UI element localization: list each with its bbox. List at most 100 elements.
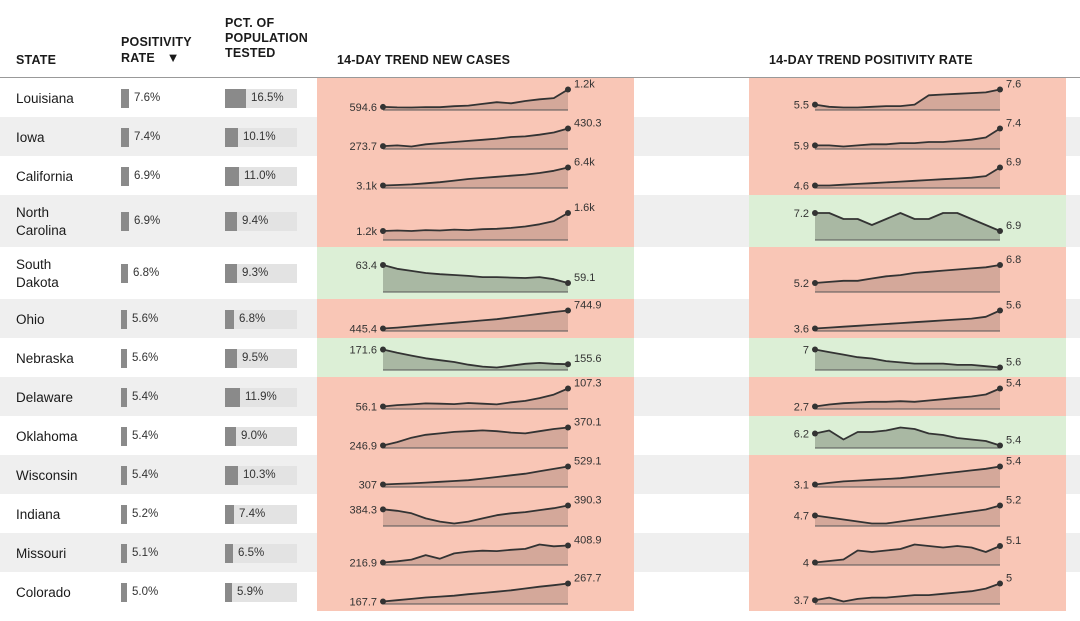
sort-arrow-icon[interactable]: ▼	[166, 50, 180, 65]
cases-end-label: 6.4k	[574, 157, 595, 169]
positivity-value: 5.2%	[132, 507, 159, 520]
cases-start-dot	[380, 228, 386, 234]
positivity-trend-cell: 4.6 6.9	[749, 156, 1066, 195]
tested-bar-fill	[225, 348, 237, 368]
header-state[interactable]: STATE	[16, 53, 57, 67]
pos-start-dot	[812, 430, 818, 437]
cases-area	[383, 427, 568, 448]
cases-start-dot	[380, 481, 386, 488]
state-name: Louisiana	[16, 90, 74, 108]
pos-end-dot	[997, 463, 1003, 470]
header-positivity-rate[interactable]: POSITIVITY RATE ▼	[121, 35, 192, 66]
cases-trend-line	[382, 504, 569, 525]
pos-end-label: 5.2	[1006, 495, 1021, 507]
table-row[interactable]: North Carolina 6.9% 9.4% 1.2k 1.6k 7.2 6.9	[0, 195, 1080, 247]
state-name-line: South	[16, 257, 52, 272]
cases-start-dot	[380, 346, 386, 353]
cases-trend-line	[382, 543, 569, 564]
tested-bar: 16.5%	[225, 88, 297, 108]
state-name-line: Carolina	[16, 223, 67, 238]
pos-sparkline: 2.7 5.4	[794, 378, 1022, 414]
table-row[interactable]: Nebraska 5.6% 9.5% 171.6 155.6 7 5.6	[0, 338, 1080, 377]
cases-start-label: 167.7	[349, 597, 377, 609]
pos-end-label: 6.9	[1006, 220, 1021, 232]
table-row[interactable]: South Dakota 6.8% 9.3% 63.4 59.1 5.2 6.8	[0, 247, 1080, 299]
cases-sparkline: 3.1k 6.4k	[356, 157, 595, 193]
tested-bar: 7.4%	[225, 504, 297, 524]
cases-end-label: 267.7	[574, 573, 602, 585]
positivity-trend-cell: 3.7 5	[749, 572, 1066, 611]
table-row[interactable]: Missouri 5.1% 6.5% 216.9 408.9 4 5.1	[0, 533, 1080, 572]
pos-start-label: 3.6	[794, 324, 809, 336]
header-cases-trend[interactable]: 14-DAY TREND NEW CASES	[337, 53, 511, 67]
cases-start-dot	[380, 506, 386, 513]
pos-end-dot	[997, 580, 1003, 587]
tested-bar-fill	[225, 387, 240, 407]
pos-end-label: 5.1	[1006, 535, 1021, 547]
header-positivity-line1: POSITIVITY	[121, 35, 192, 49]
pos-start-dot	[812, 403, 818, 410]
pos-sparkline: 5.5 7.6	[794, 79, 1022, 112]
cases-start-label: 63.4	[356, 260, 377, 272]
pos-end-dot	[997, 307, 1003, 314]
cases-start-label: 3.1k	[356, 181, 377, 193]
table-row[interactable]: Colorado 5.0% 5.9% 167.7 267.7 3.7 5	[0, 572, 1080, 611]
pos-area	[815, 349, 1000, 370]
cases-sparkline: 63.4 59.1	[356, 260, 595, 293]
state-name: Colorado	[16, 584, 71, 602]
pos-sparkline: 7.2 6.9	[794, 208, 1021, 241]
tested-value: 9.4%	[242, 215, 269, 227]
tested-value: 10.1%	[243, 130, 276, 143]
pos-start-label: 7.2	[794, 208, 809, 220]
pos-area	[815, 167, 1000, 188]
cases-end-dot	[565, 502, 571, 509]
table-row[interactable]: California 6.9% 11.0% 3.1k 6.4k 4.6 6.9	[0, 156, 1080, 195]
table-row[interactable]: Indiana 5.2% 7.4% 384.3 390.3 4.7 5.2	[0, 494, 1080, 533]
table-row[interactable]: Iowa 7.4% 10.1% 273.7 430.3 5.9 7.4	[0, 117, 1080, 156]
positivity-bar: 5.2%	[121, 504, 173, 524]
positivity-bar-fill	[121, 387, 127, 407]
cases-sparkline: 307 529.1	[359, 456, 602, 492]
state-name-line: Iowa	[16, 129, 45, 145]
positivity-bar: 5.6%	[121, 348, 173, 368]
cases-area	[383, 544, 568, 565]
positivity-bar: 5.0%	[121, 582, 173, 602]
cases-trend-line	[382, 166, 569, 187]
positivity-trend-cell: 4 5.1	[749, 533, 1066, 572]
table-row[interactable]: Wisconsin 5.4% 10.3% 307 529.1 3.1 5.4	[0, 455, 1080, 494]
pos-area	[815, 128, 1000, 149]
cases-end-dot	[565, 424, 571, 431]
cases-start-dot	[380, 325, 386, 332]
header-positivity-trend[interactable]: 14-DAY TREND POSITIVITY RATE	[769, 53, 973, 67]
tested-value: 16.5%	[251, 91, 284, 104]
cases-trend-cell: 171.6 155.6	[317, 338, 634, 377]
pos-start-dot	[812, 142, 818, 149]
tested-bar-fill	[225, 166, 239, 186]
positivity-trend-cell: 6.2 5.4	[749, 416, 1066, 455]
cases-trend-cell: 63.4 59.1	[317, 247, 634, 299]
positivity-value: 5.1%	[132, 546, 159, 559]
cases-sparkline: 171.6 155.6	[349, 345, 602, 371]
positivity-value: 5.6%	[132, 312, 159, 325]
positivity-value: 6.8%	[133, 267, 160, 279]
state-name: Oklahoma	[16, 428, 78, 446]
cases-trend-line	[382, 582, 569, 603]
table-row[interactable]: Oklahoma 5.4% 9.0% 246.9 370.1 6.2 5.4	[0, 416, 1080, 455]
cases-area	[383, 265, 568, 292]
table-row[interactable]: Ohio 5.6% 6.8% 445.4 744.9 3.6 5.6	[0, 299, 1080, 338]
state-name: Delaware	[16, 389, 73, 407]
state-name-line: Dakota	[16, 275, 59, 290]
cases-trend-line	[382, 127, 569, 148]
pos-end-dot	[997, 385, 1003, 392]
table-row[interactable]: Delaware 5.4% 11.9% 56.1 107.3 2.7 5.4	[0, 377, 1080, 416]
cases-end-dot	[565, 164, 571, 171]
header-tested-line1: PCT. OF	[225, 16, 275, 30]
cases-end-dot	[565, 542, 571, 549]
pos-end-label: 5.6	[1006, 300, 1021, 312]
tested-bar: 5.9%	[225, 582, 297, 602]
header-pct-tested[interactable]: PCT. OF POPULATION TESTED	[225, 16, 308, 61]
positivity-value: 7.6%	[134, 91, 161, 104]
table-row[interactable]: Louisiana 7.6% 16.5% 594.6 1.2k 5.5 7.6	[0, 78, 1080, 117]
pos-trend-line	[814, 309, 1001, 330]
positivity-bar-fill	[121, 309, 127, 329]
